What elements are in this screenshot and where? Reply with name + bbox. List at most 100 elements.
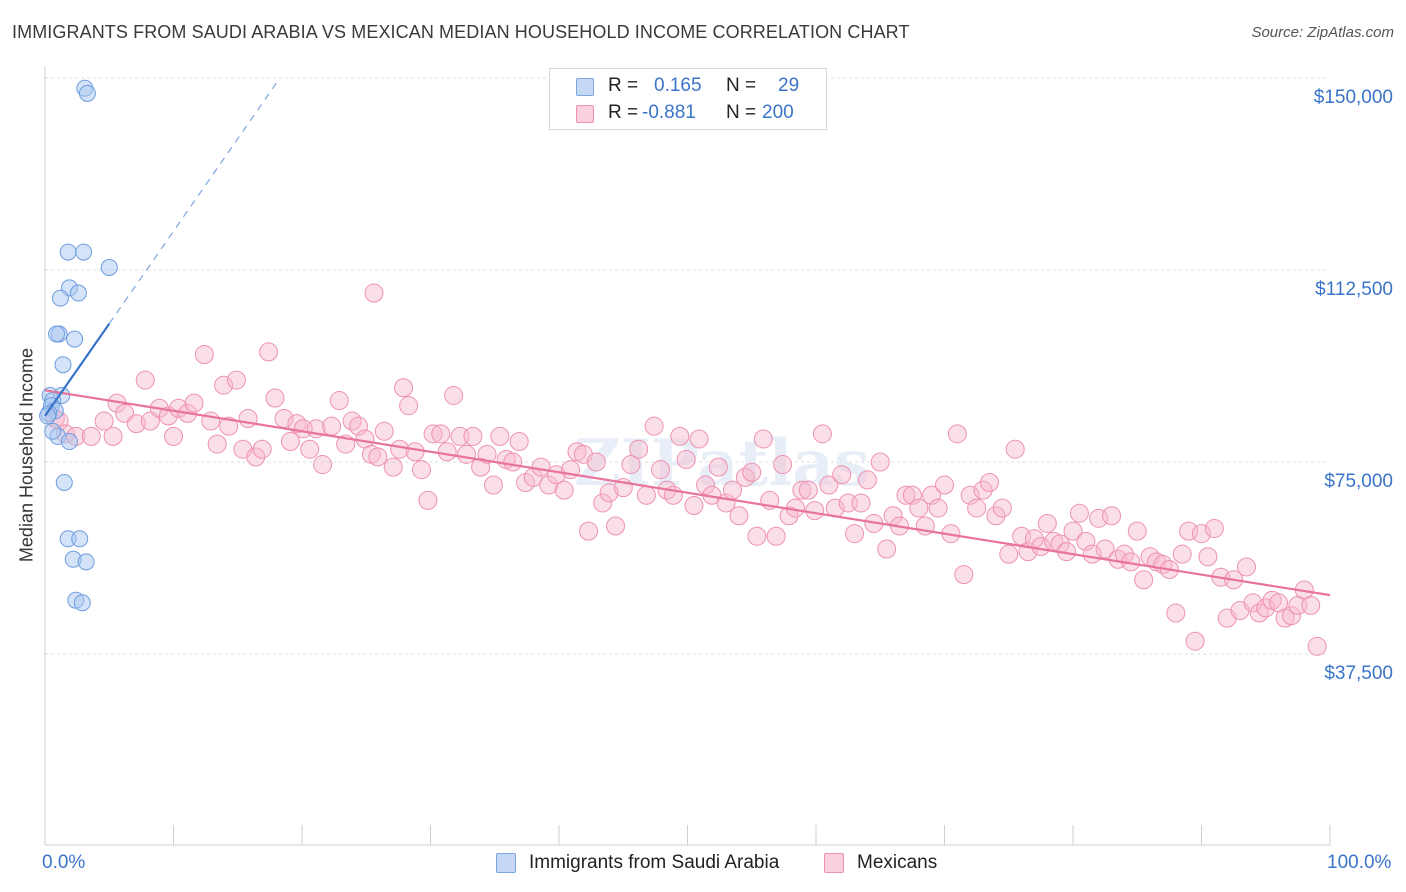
x-tick-label-min: 0.0% [42,852,86,873]
data-point-mexicans [877,539,897,559]
data-point-mexicans [1249,603,1269,623]
chart-title: IMMIGRANTS FROM SAUDI ARABIA VS MEXICAN … [12,22,910,42]
data-point-mexicans [586,452,606,472]
data-point-mexicans [342,411,362,431]
data-point-mexicans [992,498,1012,518]
data-point-mexicans [773,455,793,475]
r-value-mexicans: -0.881 [642,102,696,123]
data-point-mexicans [851,493,871,513]
data-point-mexicans [909,498,929,518]
data-point-mexicans [845,524,865,544]
data-point-mexicans [265,388,285,408]
data-point-mexicans [287,414,307,434]
data-point-mexicans [766,526,786,546]
data-point-mexicans [1192,524,1211,544]
data-point-mexicans [1172,544,1192,564]
data-point-mexicans [1102,506,1122,526]
data-point-saudi [54,356,72,374]
data-point-mexicans [412,460,432,480]
data-point-mexicans [629,439,649,459]
data-point-mexicans [967,498,987,518]
data-point-mexicans [81,426,101,446]
data-point-saudi [60,433,78,451]
data-point-mexicans [1063,521,1083,541]
trend-line-saudi [44,323,111,417]
data-point-mexicans [374,421,394,441]
data-point-mexicans [418,490,438,510]
data-point-mexicans [368,447,388,467]
data-point-mexicans [593,493,613,513]
bottom-legend-label-saudi: Immigrants from Saudi Arabia [529,852,780,873]
correlation-legend: R = 0.165 N = 29 R = -0.881 N = 200 [549,68,827,130]
data-point-saudi [48,325,66,343]
data-point-mexicans [676,449,696,469]
data-point-mexicans [753,429,773,449]
data-point-saudi [39,407,57,425]
data-point-mexicans [606,516,626,536]
data-point-mexicans [219,416,239,436]
data-point-mexicans [490,426,510,446]
data-point-saudi [78,84,96,102]
data-point-mexicans [539,475,559,495]
data-point-mexicans [135,370,155,390]
y-tick-label: $75,000 [1324,471,1393,492]
y-tick-label: $37,500 [1324,663,1393,684]
data-point-mexicans [729,506,749,526]
data-point-mexicans [621,455,641,475]
data-point-mexicans [456,444,476,464]
data-point-mexicans [973,480,993,500]
data-point-saudi [59,243,77,261]
data-point-mexicans [747,526,767,546]
data-point-mexicans [329,391,349,411]
data-point-mexicans [164,426,183,446]
legend-swatch-mexicans [576,105,594,123]
data-point-mexicans [935,475,954,495]
data-point-mexicans [554,480,574,500]
data-point-mexicans [477,444,497,464]
data-point-saudi [75,243,93,261]
legend-row-saudi: R = 0.165 N = 29 [550,74,826,100]
data-point-mexicans [1069,503,1089,523]
data-point-mexicans [870,452,890,472]
data-point-mexicans [246,447,266,467]
n-label: N = [726,75,757,96]
data-point-mexicans [94,411,114,431]
data-point-mexicans [636,485,656,505]
r-label: R = [608,75,639,96]
data-point-saudi [55,473,73,491]
n-value-mexicans: 200 [762,102,794,123]
data-point-mexicans [214,375,234,395]
data-point-mexicans [819,475,839,495]
data-point-mexicans [437,442,457,462]
data-point-mexicans [986,506,1006,526]
data-point-mexicans [463,426,483,446]
legend-row-mexicans: R = -0.881 N = 200 [550,101,826,127]
data-point-saudi [51,289,69,307]
data-point-mexicans [1095,539,1115,559]
n-value-saudi: 29 [778,75,800,96]
data-point-mexicans [798,480,818,500]
source-label: Source: ZipAtlas.com [1251,24,1394,41]
data-point-mexicans [999,544,1019,564]
data-point-mexicans [805,501,825,521]
data-point-mexicans [252,439,272,459]
data-point-mexicans [695,475,715,495]
data-point-mexicans [1243,593,1263,613]
data-point-mexicans [792,480,812,500]
data-point-mexicans [280,432,300,452]
data-point-mexicans [194,344,214,364]
data-point-mexicans [259,342,279,362]
data-point-mexicans [1301,595,1321,615]
data-point-saudi [77,553,95,571]
data-point-mexicans [423,424,443,444]
data-point-mexicans [979,472,999,492]
data-point-mexicans [812,424,832,444]
data-point-mexicans [103,426,123,446]
data-point-mexicans [226,370,246,390]
data-point-mexicans [651,460,671,480]
data-point-mexicans [509,432,529,452]
n-label: N = [726,102,757,123]
data-point-mexicans [313,455,333,475]
data-point-mexicans [1134,570,1154,590]
bottom-legend-swatch-saudi [496,853,516,873]
